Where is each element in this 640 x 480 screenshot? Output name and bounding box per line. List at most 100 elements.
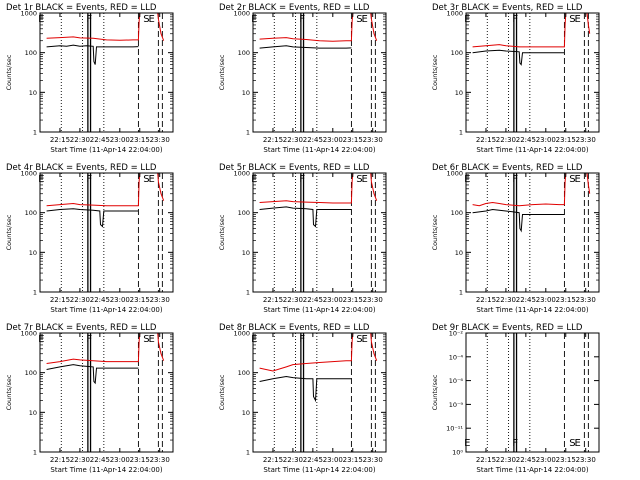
- x-tick-label: 23:30: [150, 456, 170, 464]
- x-tick-label: 22:45: [516, 136, 536, 144]
- x-tick-label: 23:00: [110, 456, 130, 464]
- plot-frame: [39, 172, 174, 293]
- event-marker: E: [464, 14, 470, 25]
- y-axis-label: Counts/sec: [5, 214, 13, 250]
- panel-title: Det 2r BLACK = Events, RED = LLD: [219, 3, 370, 13]
- x-tick-label: 23:15: [556, 296, 576, 304]
- event-marker: E: [149, 334, 155, 345]
- events-series-line: [46, 208, 139, 228]
- x-tick-label: 22:15: [50, 296, 70, 304]
- x-tick-label: 22:45: [516, 296, 536, 304]
- x-tick-label: 23:30: [576, 456, 596, 464]
- y-tick-label: 1: [33, 289, 37, 297]
- event-marker: E: [464, 438, 470, 449]
- x-tick-label: 22:15: [263, 296, 283, 304]
- y-tick-label: 10⁻²: [449, 330, 464, 338]
- y-axis-label: Counts/sec: [5, 374, 13, 410]
- x-tick-label: 23:15: [343, 456, 363, 464]
- y-tick-label: 100: [451, 209, 463, 217]
- y-tick-label: 100: [25, 49, 37, 57]
- y-tick-label: 1000: [446, 170, 463, 178]
- event-marker: E: [149, 174, 155, 185]
- x-tick-label: 22:30: [70, 136, 90, 144]
- y-axis-label: Counts/sec: [218, 214, 226, 250]
- y-tick-label: 1: [246, 449, 250, 457]
- x-tick-label: 22:15: [50, 136, 70, 144]
- event-marker: E: [38, 14, 44, 25]
- x-axis-label: Start Time (11-Apr-14 22:04:00): [50, 466, 162, 474]
- events-series-line: [472, 208, 565, 233]
- detector-panel: Det 1r BLACK = Events, RED = LLD Counts/s…: [5, 3, 174, 154]
- event-marker: F: [86, 174, 92, 185]
- x-tick-label: 22:45: [303, 296, 323, 304]
- lld-series-line: [259, 12, 378, 42]
- event-marker: F: [512, 438, 518, 449]
- event-marker: E: [251, 174, 257, 185]
- plot-frame: [252, 172, 387, 293]
- x-tick-label: 22:30: [496, 296, 516, 304]
- x-tick-label: 23:00: [323, 296, 343, 304]
- event-marker: F: [86, 14, 92, 25]
- y-tick-label: 1: [33, 449, 37, 457]
- y-axis-label: Counts/sec: [431, 214, 439, 250]
- detector-panel: Det 7r BLACK = Events, RED = LLD Counts/s…: [5, 323, 174, 474]
- event-marker: S: [143, 14, 149, 25]
- event-marker: E: [149, 14, 155, 25]
- event-marker: S: [569, 14, 575, 25]
- x-tick-label: 23:15: [130, 456, 150, 464]
- event-marker: E: [575, 14, 581, 25]
- x-axis-label: Start Time (11-Apr-14 22:04:00): [476, 306, 588, 314]
- event-marker: E: [362, 14, 368, 25]
- x-tick-label: 23:00: [536, 296, 556, 304]
- y-tick-label: 1000: [20, 10, 37, 18]
- x-tick-label: 23:15: [556, 456, 576, 464]
- event-marker: E: [38, 174, 44, 185]
- y-tick-label: 100: [451, 49, 463, 57]
- y-tick-label: 10: [29, 409, 37, 417]
- x-tick-label: 23:00: [536, 136, 556, 144]
- x-axis-label: Start Time (11-Apr-14 22:04:00): [263, 306, 375, 314]
- x-tick-label: 23:00: [323, 136, 343, 144]
- panel-title: Det 5r BLACK = Events, RED = LLD: [219, 163, 370, 173]
- y-axis-label: Counts/sec: [218, 374, 226, 410]
- y-tick-label: 10: [29, 89, 37, 97]
- event-marker: S: [356, 334, 362, 345]
- event-marker: F: [512, 14, 518, 25]
- event-marker: F: [512, 174, 518, 185]
- x-tick-label: 22:15: [263, 136, 283, 144]
- y-tick-label: 1000: [233, 10, 250, 18]
- x-tick-label: 22:15: [263, 456, 283, 464]
- plot-frame: [252, 12, 387, 133]
- y-axis-label: Counts/sec: [5, 54, 13, 90]
- x-tick-label: 23:30: [150, 136, 170, 144]
- event-marker: E: [464, 174, 470, 185]
- y-axis-label: Counts/sec: [431, 374, 439, 410]
- y-tick-label: 1000: [20, 330, 37, 338]
- y-tick-label: 100: [25, 209, 37, 217]
- event-marker: F: [299, 334, 305, 345]
- event-marker: S: [569, 438, 575, 449]
- event-marker: E: [251, 334, 257, 345]
- event-marker: E: [362, 174, 368, 185]
- detector-panel: Det 8r BLACK = Events, RED = LLD Counts/s…: [218, 323, 387, 474]
- y-tick-label: 10⁻⁴: [449, 353, 464, 361]
- x-tick-label: 23:30: [363, 456, 383, 464]
- lld-series-line: [259, 332, 378, 372]
- x-tick-label: 23:30: [363, 296, 383, 304]
- y-tick-label: 1: [459, 129, 463, 137]
- event-marker: F: [299, 14, 305, 25]
- x-tick-label: 22:30: [283, 296, 303, 304]
- x-tick-label: 22:30: [496, 456, 516, 464]
- event-marker: F: [299, 174, 305, 185]
- y-tick-label: 1: [246, 289, 250, 297]
- x-tick-label: 22:45: [516, 456, 536, 464]
- y-axis-label: Counts/sec: [431, 54, 439, 90]
- detector-panel: Det 4r BLACK = Events, RED = LLD Counts/s…: [5, 163, 174, 314]
- y-tick-label: 10: [242, 249, 250, 257]
- y-tick-label: 10⁰: [452, 449, 463, 457]
- x-axis-label: Start Time (11-Apr-14 22:04:00): [476, 146, 588, 154]
- y-tick-label: 1000: [233, 330, 250, 338]
- lld-series-line: [259, 172, 378, 204]
- y-tick-label: 10: [242, 409, 250, 417]
- panel-title: Det 4r BLACK = Events, RED = LLD: [6, 163, 157, 173]
